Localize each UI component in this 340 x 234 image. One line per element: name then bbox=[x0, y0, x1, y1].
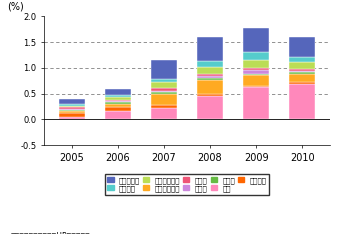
Bar bbox=[151, 91, 177, 92]
Bar bbox=[289, 84, 315, 119]
Bar bbox=[197, 80, 223, 94]
Bar bbox=[105, 100, 131, 101]
Bar bbox=[105, 101, 131, 102]
Bar bbox=[243, 68, 269, 70]
Bar bbox=[105, 89, 131, 95]
Bar bbox=[59, 109, 85, 110]
Bar bbox=[59, 113, 85, 117]
Bar bbox=[243, 70, 269, 73]
Bar bbox=[151, 92, 177, 94]
Bar bbox=[197, 76, 223, 78]
Bar bbox=[59, 104, 85, 106]
Bar bbox=[243, 86, 269, 88]
Bar bbox=[197, 94, 223, 96]
Legend: サービス業, 不動産業, 金融・保険業, 卸売・小売業, 通信業, 運輸業, 建設業, 鉱業, 農林漁業: サービス業, 不動産業, 金融・保険業, 卸売・小売業, 通信業, 運輸業, 建… bbox=[104, 174, 270, 195]
Bar bbox=[59, 111, 85, 113]
Bar bbox=[59, 107, 85, 109]
Text: 資料：韓国輸出入銀行HPから作成。: 資料：韓国輸出入銀行HPから作成。 bbox=[10, 232, 90, 234]
Bar bbox=[151, 106, 177, 108]
Bar bbox=[151, 60, 177, 79]
Text: (%): (%) bbox=[7, 1, 24, 11]
Bar bbox=[243, 88, 269, 119]
Bar bbox=[197, 78, 223, 80]
Bar bbox=[59, 99, 85, 104]
Bar bbox=[197, 74, 223, 76]
Bar bbox=[289, 62, 315, 69]
Bar bbox=[151, 94, 177, 106]
Bar bbox=[197, 37, 223, 61]
Bar bbox=[151, 88, 177, 91]
Bar bbox=[289, 71, 315, 73]
Bar bbox=[105, 104, 131, 107]
Bar bbox=[289, 82, 315, 84]
Bar bbox=[151, 79, 177, 82]
Bar bbox=[151, 82, 177, 88]
Bar bbox=[243, 60, 269, 68]
Bar bbox=[243, 52, 269, 60]
Bar bbox=[197, 61, 223, 67]
Bar bbox=[105, 111, 131, 119]
Bar bbox=[289, 69, 315, 71]
Bar bbox=[151, 108, 177, 119]
Bar bbox=[105, 107, 131, 111]
Bar bbox=[289, 74, 315, 82]
Bar bbox=[105, 102, 131, 104]
Bar bbox=[105, 95, 131, 97]
Bar bbox=[197, 67, 223, 74]
Bar bbox=[289, 57, 315, 62]
Bar bbox=[289, 37, 315, 57]
Bar bbox=[243, 73, 269, 75]
Bar bbox=[59, 110, 85, 111]
Bar bbox=[289, 73, 315, 74]
Bar bbox=[59, 117, 85, 119]
Bar bbox=[243, 75, 269, 86]
Bar bbox=[243, 28, 269, 52]
Bar bbox=[197, 96, 223, 119]
Bar bbox=[59, 106, 85, 107]
Bar bbox=[105, 97, 131, 100]
